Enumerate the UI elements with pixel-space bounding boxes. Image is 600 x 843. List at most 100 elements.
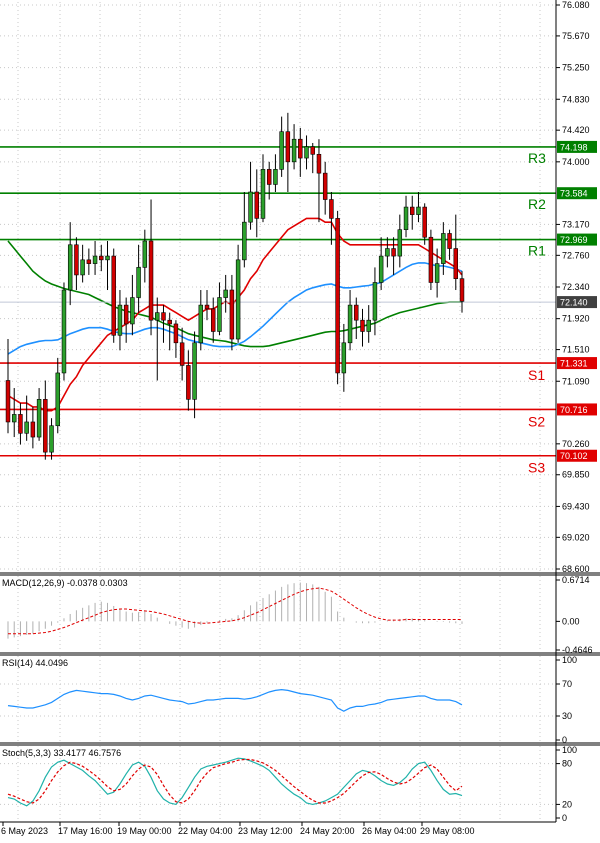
- price-tick-label: 70.260: [562, 439, 590, 449]
- candle-body: [385, 248, 390, 257]
- stoch-tick-label: 100: [562, 745, 577, 755]
- level-label-r1: R1: [528, 243, 546, 259]
- rsi-tick-label: 0: [562, 735, 567, 745]
- panel-separator: [0, 742, 600, 746]
- price-tick-label: 75.670: [562, 31, 590, 41]
- price-tick-label: 75.250: [562, 63, 590, 73]
- x-tick-label: 23 May 12:00: [238, 826, 293, 836]
- stoch-tick-label: 80: [562, 759, 572, 769]
- candle-body: [55, 372, 60, 427]
- candle-body: [260, 169, 266, 219]
- candle-body: [416, 206, 421, 215]
- macd-tick-label: 0.6714: [562, 575, 590, 585]
- candle-body: [179, 342, 185, 366]
- ma-blue-line: [7, 262, 463, 355]
- candle-body: [167, 319, 172, 325]
- level-label-r2: R2: [528, 196, 546, 212]
- candle-body: [397, 229, 403, 257]
- current-price-text: 72.140: [560, 298, 588, 308]
- candle-body: [49, 425, 54, 453]
- price-tick-label: 74.420: [562, 125, 590, 135]
- level-label-s1: S1: [528, 367, 545, 383]
- rsi-tick-label: 70: [562, 679, 572, 689]
- candle-body: [285, 131, 291, 163]
- candle-body: [291, 138, 297, 163]
- ma-green-line: [7, 240, 462, 348]
- price-tick-label: 76.080: [562, 0, 590, 10]
- stoch-main-line: [7, 757, 463, 807]
- candle-body: [11, 414, 17, 423]
- price-tick-label: 72.760: [562, 250, 590, 260]
- candle-body: [242, 221, 247, 261]
- price-tick-label: 69.850: [562, 470, 590, 480]
- candle-body: [235, 259, 241, 340]
- level-label-s2: S2: [528, 413, 545, 429]
- candle-body: [136, 267, 141, 298]
- level-price-text-r2: 73.584: [560, 189, 588, 199]
- level-price-box-r2: [557, 187, 597, 200]
- candle-body: [74, 244, 79, 276]
- x-tick-label: 6 May 2023: [1, 826, 48, 836]
- candle-body: [329, 199, 334, 219]
- level-price-box-r1: [557, 233, 597, 246]
- candle-body: [80, 259, 85, 276]
- candle-body: [117, 304, 123, 336]
- level-price-box-r3: [557, 140, 597, 153]
- price-tick-label: 74.830: [562, 94, 590, 104]
- candle-body: [5, 380, 11, 423]
- panel-separator: [0, 652, 600, 656]
- x-tick-label: 22 May 04:00: [178, 826, 233, 836]
- candle-body: [161, 312, 166, 321]
- candle-body: [204, 304, 210, 310]
- price-tick-label: 69.020: [562, 532, 590, 542]
- candle-body: [341, 342, 347, 374]
- candle-body: [192, 342, 197, 400]
- candle-body: [254, 191, 259, 219]
- stoch-tick-label: 20: [562, 799, 572, 809]
- candle-body: [36, 399, 42, 438]
- candle-body: [354, 304, 359, 321]
- candle-body: [130, 297, 135, 325]
- candle-body: [434, 263, 440, 283]
- candle-body: [186, 365, 191, 400]
- candle-body: [92, 255, 98, 264]
- candle-body: [198, 304, 204, 344]
- candle-body: [322, 172, 328, 200]
- panel-stoch: [0, 746, 556, 820]
- stoch-label: Stoch(5,3,3) 33.4177 46.7576: [2, 748, 121, 758]
- x-tick-label: 17 May 16:00: [58, 826, 113, 836]
- candle-body: [335, 218, 340, 374]
- price-tick-label: 71.090: [562, 376, 590, 386]
- level-price-box-s2: [557, 403, 597, 416]
- x-tick-label: 19 May 00:00: [117, 826, 172, 836]
- price-tick-label: 72.340: [562, 282, 590, 292]
- ma-red-line: [7, 217, 463, 412]
- candle-body: [155, 312, 160, 321]
- candle-body: [304, 146, 309, 159]
- macd-signal-line: [8, 587, 462, 635]
- x-tick-label: 26 May 04:00: [362, 826, 417, 836]
- candle-body: [447, 233, 452, 249]
- candle-body: [360, 319, 365, 332]
- panel-separator: [0, 572, 600, 576]
- price-tick-label: 69.430: [562, 501, 590, 511]
- candle-body: [99, 255, 104, 261]
- candle-body: [453, 248, 459, 280]
- candle-body: [67, 244, 73, 291]
- candle-body: [123, 304, 129, 325]
- candle-body: [111, 255, 116, 336]
- rsi-line: [7, 688, 463, 712]
- panel-macd: [0, 576, 556, 652]
- candle-body: [211, 308, 216, 332]
- candle-body: [148, 240, 154, 321]
- level-price-text-s3: 70.102: [560, 451, 588, 461]
- candle-body: [266, 169, 272, 185]
- candle-body: [273, 169, 278, 185]
- level-price-text-s1: 71.331: [560, 359, 588, 369]
- current-price-box: [557, 296, 597, 309]
- x-tick-label: 29 May 08:00: [420, 826, 475, 836]
- candle-body: [459, 278, 465, 302]
- candle-body: [441, 233, 446, 264]
